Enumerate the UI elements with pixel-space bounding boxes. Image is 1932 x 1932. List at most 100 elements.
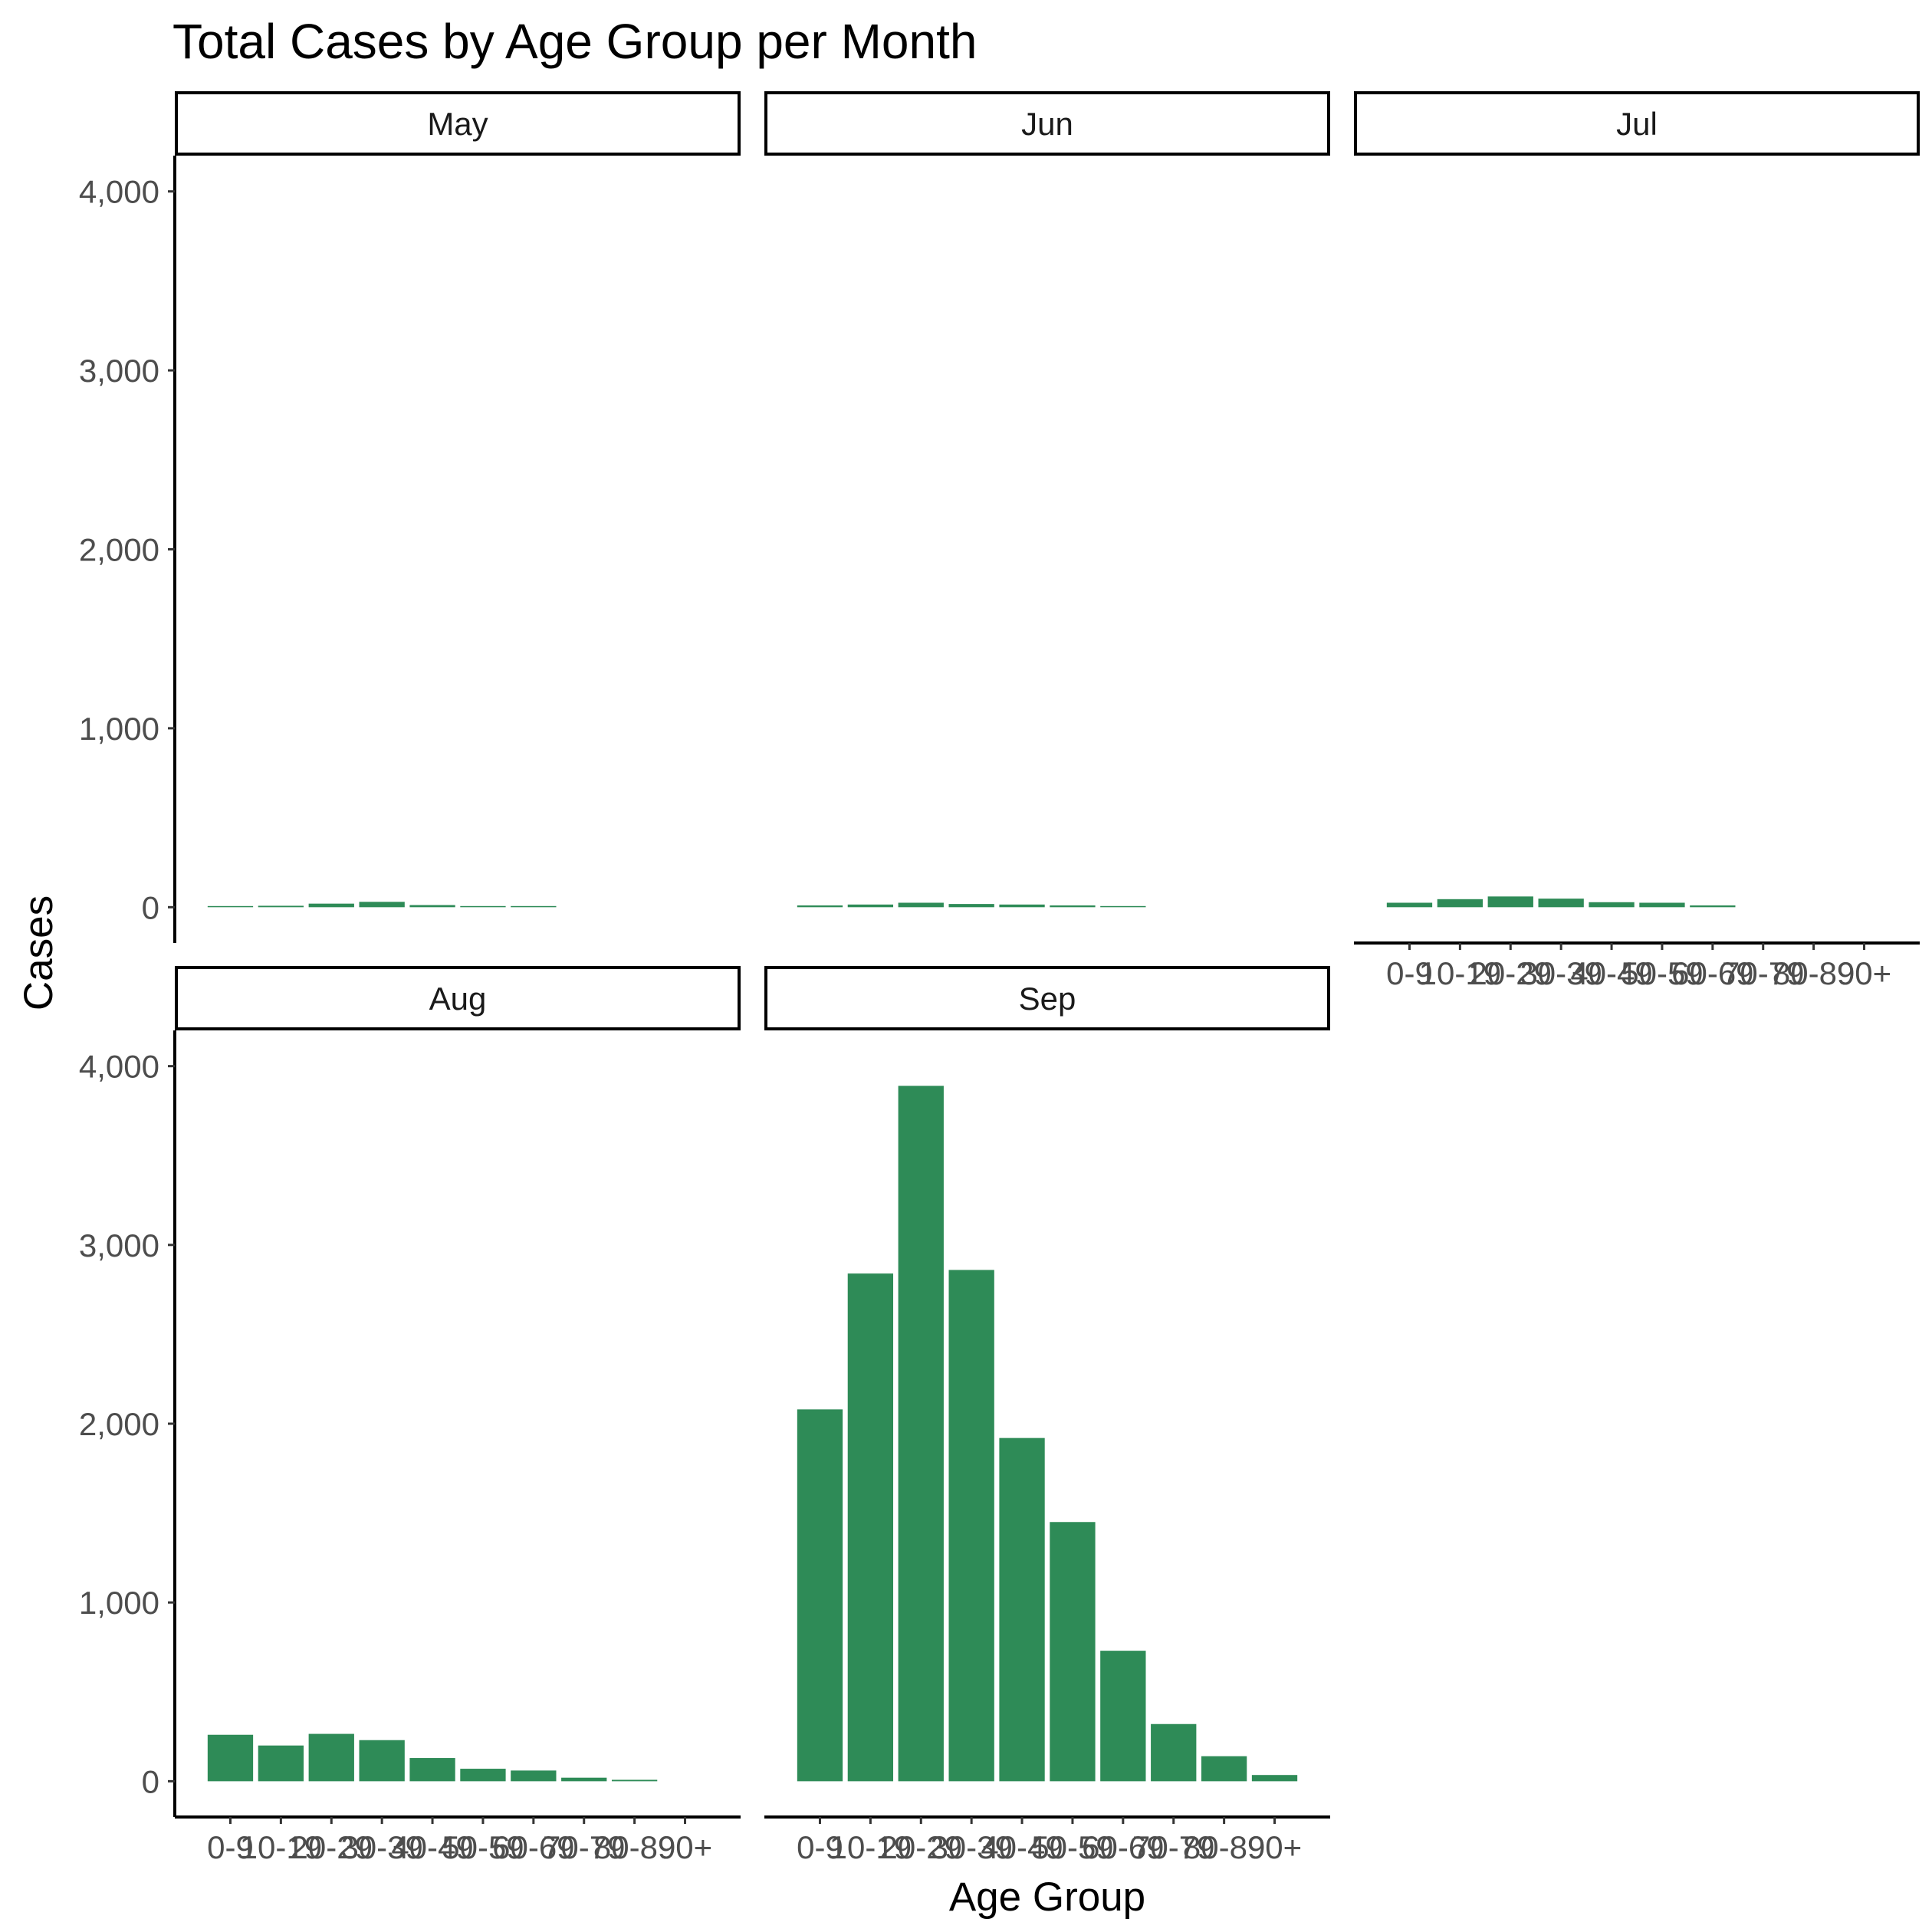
bar-aug-20-29	[308, 1733, 354, 1782]
y-axis-title: Cases	[16, 895, 61, 1010]
bar-jun-30-39	[948, 904, 994, 908]
panel-aug: Aug 0 1,000 2,000 3,000 4,000 0-910-1920-2930-…	[79, 966, 741, 1865]
bar-jun-10-19	[847, 904, 894, 908]
bar-aug-60-69	[511, 1770, 557, 1782]
panel-sep: Sep 0-910-1920-2930-3940-4950-5960-6970-7…	[764, 966, 1330, 1865]
bar-may-20-29	[308, 903, 354, 908]
bar-may-50-59	[460, 905, 506, 908]
x-tick-label-30-39: 30-39	[930, 1829, 1012, 1865]
bar-sep-20-29	[898, 1086, 944, 1782]
x-tick-label-10-19: 10-19	[830, 1829, 912, 1865]
x-tick-label-0-9: 0-9	[797, 1829, 843, 1865]
bar-jul-0-9	[1386, 902, 1433, 908]
bar-sep-60-69	[1100, 1651, 1146, 1782]
strip-aug	[175, 966, 741, 1030]
strip-label-may: May	[427, 106, 488, 142]
strip-label-sep: Sep	[1019, 981, 1076, 1017]
bar-may-60-69	[511, 905, 557, 908]
strip-label-aug: Aug	[429, 981, 487, 1017]
y-tick-label: 4,000	[79, 174, 159, 210]
x-tick-label-50-59: 50-59	[442, 1829, 524, 1865]
bar-jun-0-9	[797, 905, 843, 908]
x-tick-label-60-69: 60-69	[1082, 1829, 1164, 1865]
strip-jul	[1354, 91, 1920, 156]
x-axis-title: Age Group	[949, 1875, 1145, 1920]
panel-jul: Jul 0-910-1920-2930-3940-4950-5960-6970-7…	[1354, 91, 1920, 991]
bar-may-30-39	[359, 902, 405, 908]
x-tick-label-50-59: 50-59	[1621, 955, 1703, 991]
bar-aug-0-9	[207, 1734, 254, 1782]
y-tick-label: 2,000	[79, 1406, 159, 1442]
x-tick-label-60-69: 60-69	[1671, 955, 1753, 991]
bar-aug-10-19	[258, 1745, 304, 1782]
bar-aug-70-79	[561, 1777, 607, 1782]
bar-jul-50-59	[1639, 902, 1685, 908]
bar-aug-30-39	[359, 1740, 405, 1782]
x-tick-label-10-19: 10-19	[240, 1829, 322, 1865]
y-tick-label: 0	[142, 889, 159, 925]
bar-sep-90plus	[1251, 1775, 1298, 1782]
x-tick-label-90plus: 90+	[658, 1829, 712, 1865]
strip-may	[175, 91, 741, 156]
strip-label-jun: Jun	[1021, 106, 1073, 142]
bar-jun-60-69	[1100, 905, 1146, 908]
x-tick-label-30-39: 30-39	[1520, 955, 1602, 991]
x-tick-label-0-9: 0-9	[1386, 955, 1433, 991]
x-tick-label-40-49: 40-49	[391, 1829, 473, 1865]
bar-jul-20-29	[1487, 896, 1533, 908]
bar-may-40-49	[409, 905, 455, 908]
strip-jun	[764, 91, 1330, 156]
x-tick-label-80-89: 80-89	[1773, 955, 1855, 991]
x-tick-label-70-79: 70-79	[543, 1829, 625, 1865]
bar-jul-60-69	[1690, 905, 1736, 908]
x-tick-label-60-69: 60-69	[492, 1829, 574, 1865]
x-tick-label-20-29: 20-29	[1470, 955, 1552, 991]
bar-aug-40-49	[409, 1758, 455, 1782]
x-tick-label-40-49: 40-49	[981, 1829, 1063, 1865]
bar-sep-40-49	[999, 1438, 1045, 1782]
chart-title: Total Cases by Age Group per Month	[172, 14, 977, 69]
y-tick-label: 1,000	[79, 711, 159, 747]
bar-sep-30-39	[948, 1270, 994, 1782]
panel-may: May 0 1,000 2,000 3,000 4,000	[79, 91, 741, 943]
bar-jun-40-49	[999, 904, 1045, 908]
bar-jul-30-39	[1538, 899, 1584, 908]
y-tick-label: 3,000	[79, 353, 159, 389]
panel-jun: Jun	[764, 91, 1330, 908]
bar-jun-20-29	[898, 902, 944, 908]
bar-sep-10-19	[847, 1273, 894, 1782]
bar-aug-50-59	[460, 1769, 506, 1782]
x-tick-label-10-19: 10-19	[1419, 955, 1501, 991]
x-tick-label-90plus: 90+	[1247, 1829, 1302, 1865]
bar-may-10-19	[258, 905, 304, 908]
x-tick-label-0-9: 0-9	[207, 1829, 254, 1865]
x-tick-label-90plus: 90+	[1837, 955, 1891, 991]
x-tick-label-40-49: 40-49	[1570, 955, 1652, 991]
x-tick-label-20-29: 20-29	[880, 1829, 962, 1865]
y-tick-label: 1,000	[79, 1585, 159, 1621]
x-tick-label-70-79: 70-79	[1132, 1829, 1214, 1865]
x-tick-label-70-79: 70-79	[1722, 955, 1804, 991]
x-tick-label-80-89: 80-89	[1183, 1829, 1265, 1865]
bar-jun-50-59	[1050, 905, 1096, 908]
bar-sep-0-9	[797, 1409, 843, 1782]
y-tick-label: 2,000	[79, 532, 159, 568]
x-tick-label-20-29: 20-29	[291, 1829, 373, 1865]
bar-sep-50-59	[1050, 1522, 1096, 1782]
bar-jul-40-49	[1589, 902, 1635, 908]
bar-may-0-9	[207, 905, 254, 908]
y-tick-label: 0	[142, 1763, 159, 1799]
strip-sep	[764, 966, 1330, 1030]
x-tick-label-80-89: 80-89	[593, 1829, 675, 1865]
bar-sep-70-79	[1151, 1723, 1197, 1782]
bar-sep-80-89	[1201, 1756, 1247, 1782]
y-tick-label: 3,000	[79, 1227, 159, 1263]
y-tick-label: 4,000	[79, 1049, 159, 1085]
bar-jul-10-19	[1437, 899, 1484, 908]
x-tick-label-30-39: 30-39	[340, 1829, 422, 1865]
x-tick-label-50-59: 50-59	[1031, 1829, 1113, 1865]
strip-label-jul: Jul	[1616, 106, 1658, 142]
bar-aug-80-89	[611, 1779, 658, 1782]
